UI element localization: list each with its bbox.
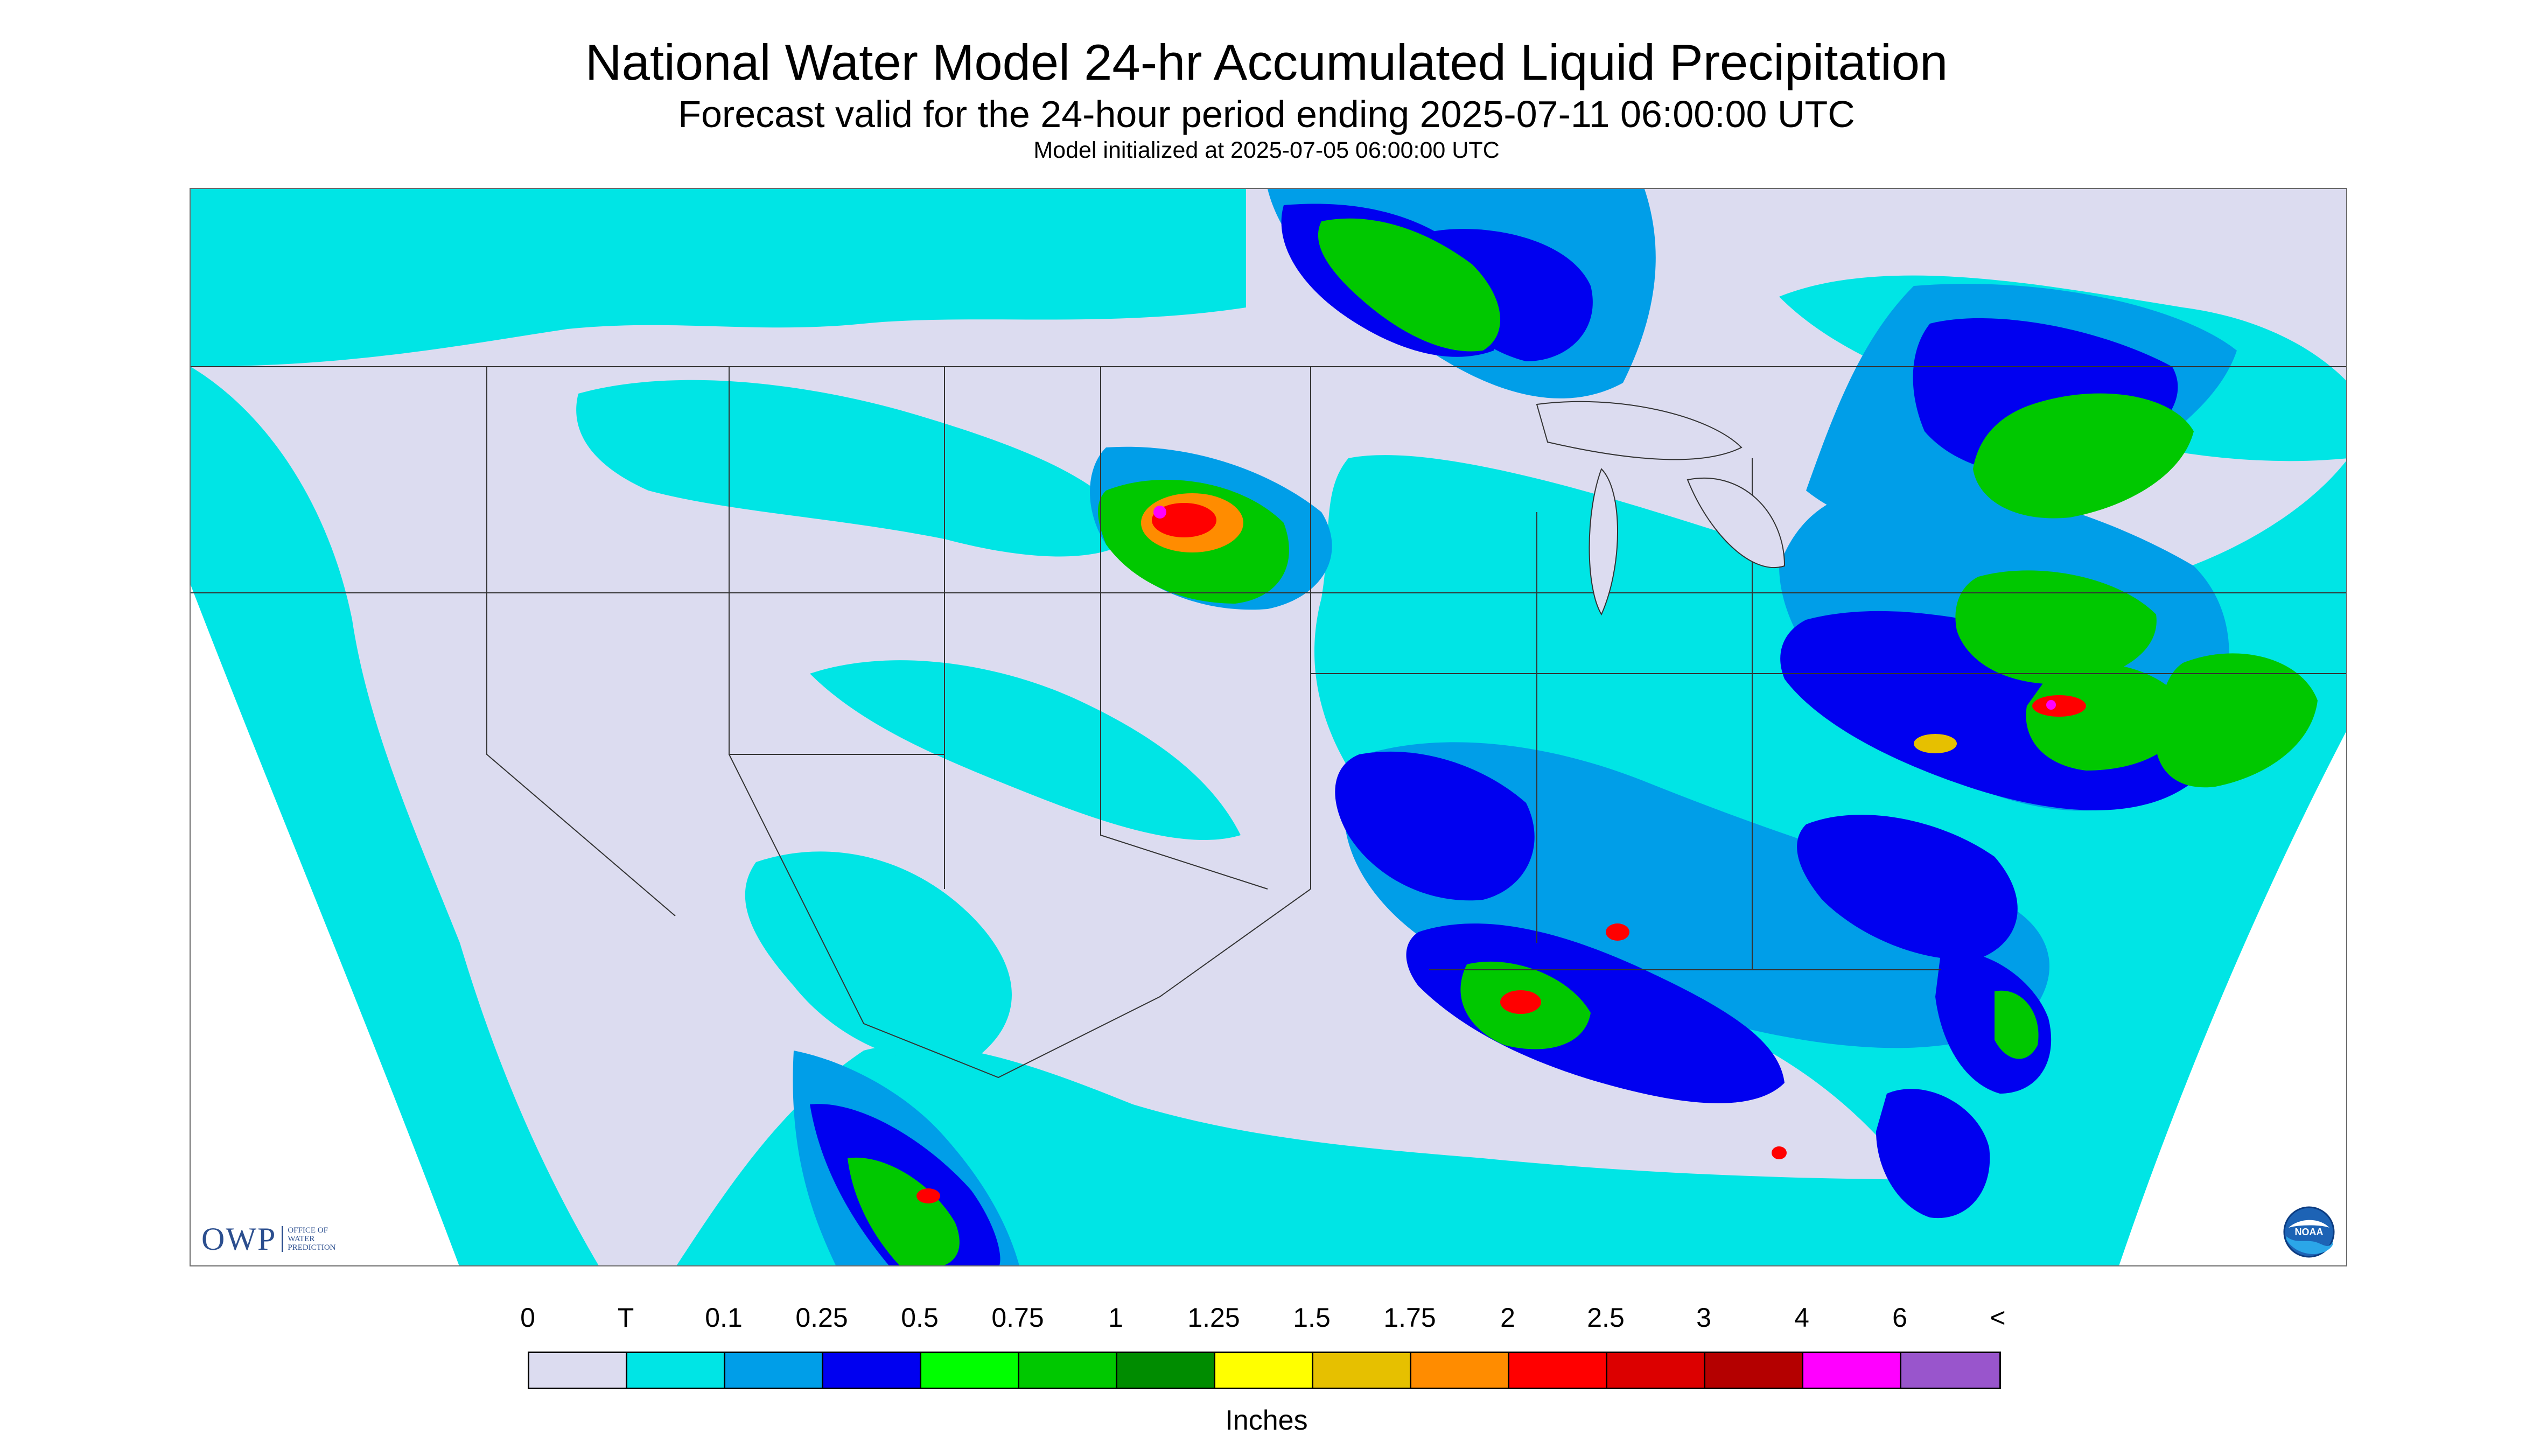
legend-unit-label: Inches bbox=[1225, 1405, 1308, 1436]
legend-label: 1.5 bbox=[1293, 1303, 1331, 1333]
legend-swatch bbox=[1215, 1353, 1313, 1388]
legend-swatch bbox=[1117, 1353, 1215, 1388]
precipitation-map-image bbox=[191, 189, 2346, 1265]
map-subtitle: Forecast valid for the 24-hour period en… bbox=[678, 93, 1855, 135]
legend-swatch bbox=[1607, 1353, 1705, 1388]
legend-swatch bbox=[1803, 1353, 1901, 1388]
legend-label: 0.1 bbox=[705, 1303, 743, 1333]
legend-swatch bbox=[1313, 1353, 1411, 1388]
legend-label: 0.5 bbox=[901, 1303, 939, 1333]
legend-label: 6 bbox=[1892, 1303, 1907, 1333]
legend-label: 2 bbox=[1500, 1303, 1515, 1333]
legend-label: 1.75 bbox=[1383, 1303, 1436, 1333]
legend-swatch bbox=[1509, 1353, 1607, 1388]
legend-label: 0 bbox=[520, 1303, 535, 1333]
legend-label: 2.5 bbox=[1587, 1303, 1625, 1333]
legend-swatch bbox=[921, 1353, 1019, 1388]
legend-swatch bbox=[529, 1353, 627, 1388]
legend-label: 3 bbox=[1696, 1303, 1711, 1333]
owp-logo-text: OWP bbox=[201, 1221, 277, 1257]
legend-swatch bbox=[725, 1353, 823, 1388]
legend-label: 0.75 bbox=[991, 1303, 1044, 1333]
legend-swatch bbox=[1019, 1353, 1117, 1388]
legend-label: 0.25 bbox=[795, 1303, 848, 1333]
legend-swatch bbox=[627, 1353, 725, 1388]
legend-swatch bbox=[1901, 1353, 1999, 1388]
owp-logo: OWP OFFICE OF WATER PREDICTION bbox=[201, 1220, 336, 1258]
model-init-line: Model initialized at 2025-07-05 06:00:00… bbox=[1033, 137, 1500, 163]
legend-label: < bbox=[1990, 1303, 2006, 1333]
legend-label: 1.25 bbox=[1187, 1303, 1240, 1333]
legend-colorbar bbox=[528, 1352, 2001, 1389]
noaa-logo: NOAA bbox=[2283, 1206, 2335, 1258]
precipitation-map: OWP OFFICE OF WATER PREDICTION NOAA bbox=[190, 188, 2347, 1266]
legend-swatch bbox=[1705, 1353, 1803, 1388]
legend-swatch bbox=[1411, 1353, 1509, 1388]
legend-labels: 0 T 0.1 0.25 0.5 0.75 1 1.25 1.5 1.75 2 2.5 3 4 6 < bbox=[0, 1302, 2533, 1334]
owp-logo-subtext: OFFICE OF WATER PREDICTION bbox=[282, 1226, 336, 1252]
legend-label: 1 bbox=[1108, 1303, 1123, 1333]
svg-text:NOAA: NOAA bbox=[2295, 1227, 2324, 1237]
legend-label: T bbox=[617, 1303, 634, 1333]
legend-swatch bbox=[823, 1353, 921, 1388]
legend-label: 4 bbox=[1794, 1303, 1809, 1333]
map-title: National Water Model 24-hr Accumulated L… bbox=[585, 34, 1948, 90]
